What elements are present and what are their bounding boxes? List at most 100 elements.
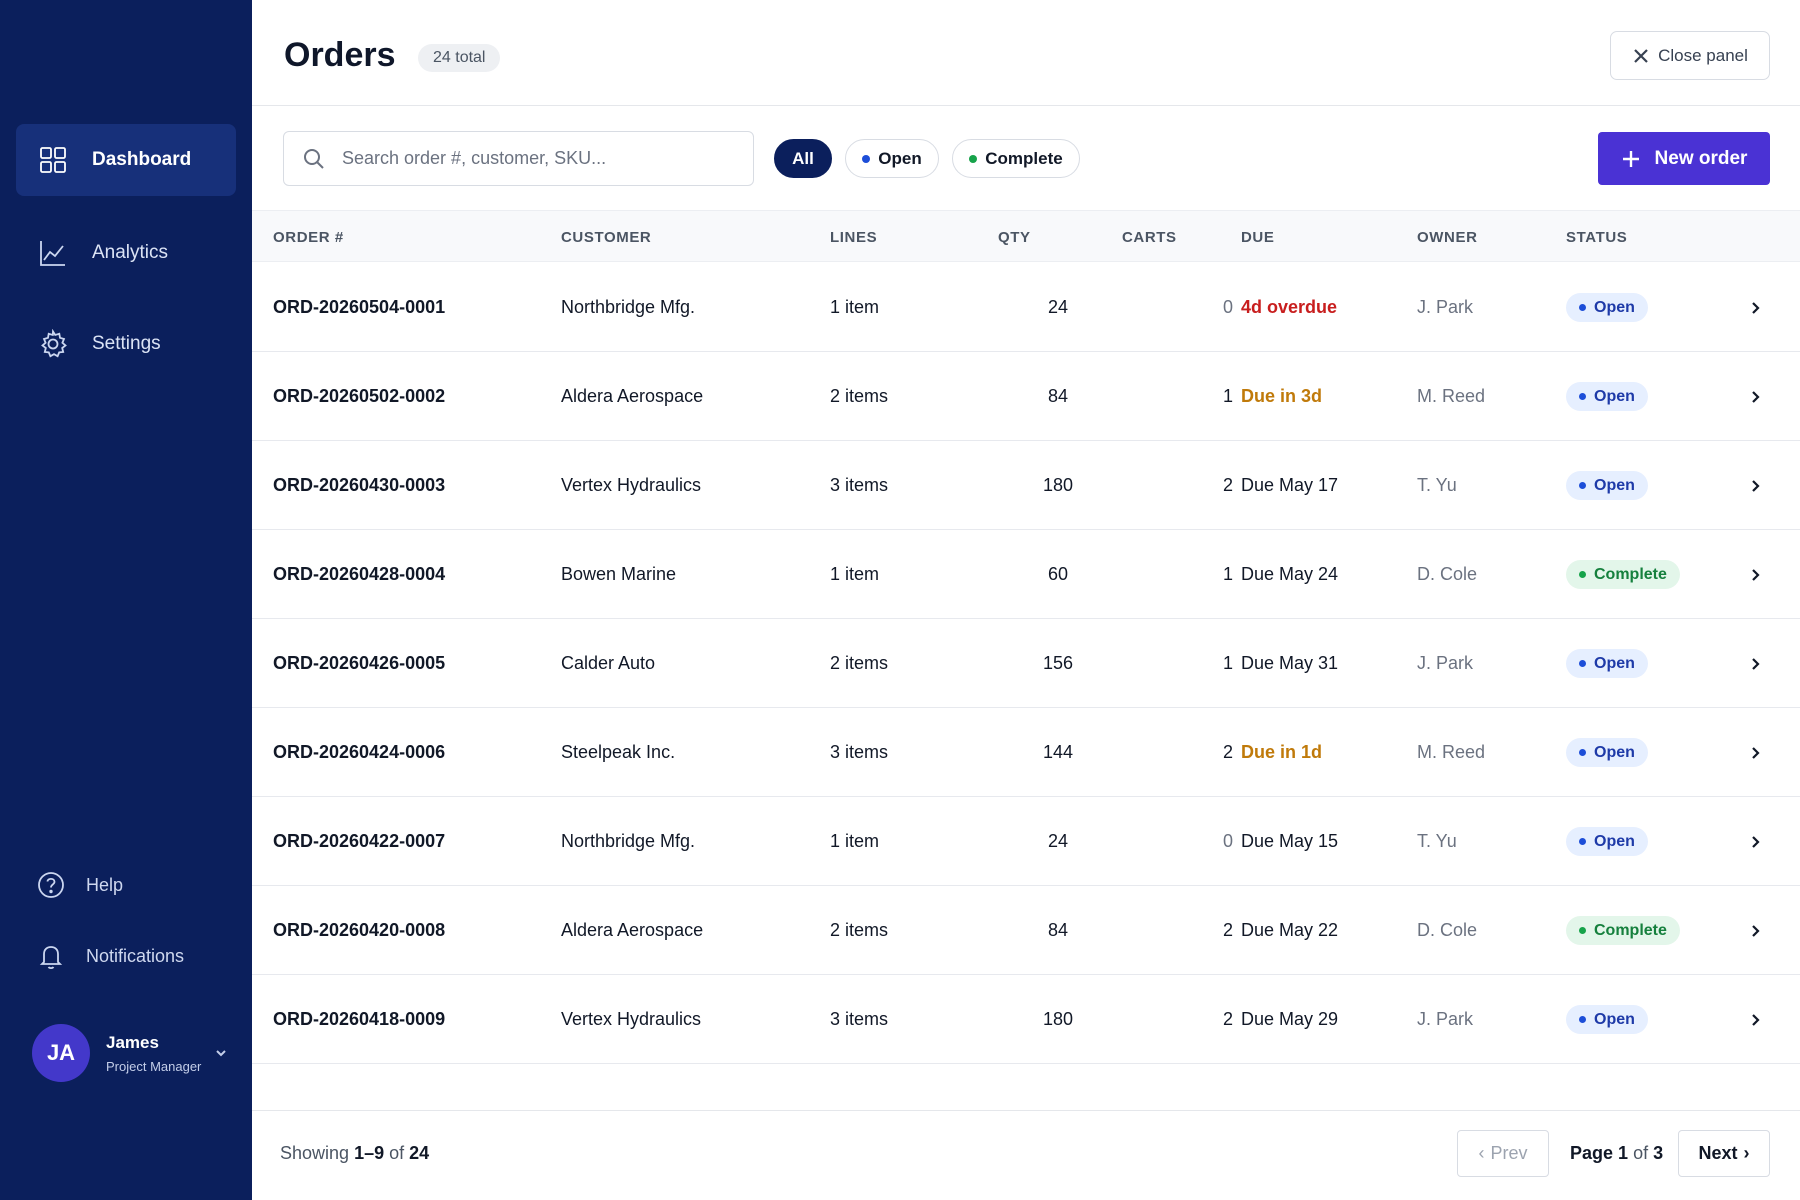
showing-prefix: Showing	[280, 1143, 350, 1163]
sidebar: Dashboard Analytics Settings Help Notifi…	[0, 0, 252, 1200]
order-number[interactable]: ORD-20260430-0003	[273, 475, 446, 495]
cart-count: 1	[1222, 386, 1233, 406]
chevron-right-icon[interactable]	[1746, 263, 1764, 352]
order-number[interactable]: ORD-20260426-0005	[273, 653, 446, 673]
owner-name: J. Park	[1417, 653, 1474, 673]
chevron-right-icon[interactable]	[1746, 352, 1764, 441]
due-date: Due May 24	[1241, 564, 1339, 584]
column-header-owner[interactable]: OWNER	[1417, 229, 1478, 246]
sidebar-item-analytics[interactable]: Analytics	[16, 217, 236, 289]
status-badge: Open	[1566, 649, 1648, 678]
status-label: Open	[1594, 654, 1635, 672]
status-dot	[1579, 838, 1586, 845]
chevron-right-icon[interactable]	[1746, 886, 1764, 975]
owner-name: J. Park	[1417, 297, 1474, 317]
due-date: Due May 22	[1241, 920, 1339, 940]
status-label: Complete	[1594, 565, 1667, 583]
table-row[interactable]: ORD-20260502-0002 Aldera Aerospace 2 items…	[252, 352, 1800, 441]
table-row[interactable]: ORD-20260426-0005 Calder Auto 2 items 156 1 D…	[252, 619, 1800, 708]
page-title: Orders	[284, 36, 396, 74]
order-number[interactable]: ORD-20260428-0004	[273, 564, 446, 584]
chevron-right-icon[interactable]	[1746, 619, 1764, 708]
order-number[interactable]: ORD-20260420-0008	[273, 920, 446, 940]
sidebar-item-help[interactable]: Help	[36, 870, 123, 900]
status-badge: Complete	[1566, 916, 1680, 945]
quantity: 180	[1042, 475, 1074, 495]
column-header-customer[interactable]: CUSTOMER	[561, 229, 652, 246]
column-header-carts[interactable]: CARTS	[1122, 229, 1177, 246]
chevron-right-icon[interactable]	[1746, 441, 1764, 530]
owner-name: D. Cole	[1417, 564, 1478, 584]
filter-complete-chip[interactable]: Complete	[952, 139, 1080, 178]
table-row[interactable]: ORD-20260428-0004 Bowen Marine 1 item 60 1 Du…	[252, 530, 1800, 619]
close-panel-button[interactable]: Close panel	[1610, 31, 1770, 80]
customer-name: Steelpeak Inc.	[561, 742, 676, 762]
status-dot-complete	[969, 154, 978, 163]
column-header-status[interactable]: STATUS	[1566, 229, 1628, 246]
chevron-right-icon[interactable]	[1746, 530, 1764, 619]
prev-page-button[interactable]: ‹ Prev	[1457, 1130, 1549, 1177]
search-input[interactable]	[342, 148, 722, 169]
column-header-lines[interactable]: LINES	[830, 229, 878, 246]
user-menu[interactable]: JA James Project Manager	[32, 1024, 228, 1082]
chevron-right-icon[interactable]	[1746, 708, 1764, 797]
filter-label: Complete	[985, 148, 1063, 168]
order-number[interactable]: ORD-20260502-0002	[273, 386, 446, 406]
filter-open-chip[interactable]: Open	[845, 139, 939, 178]
status-badge: Open	[1566, 1005, 1648, 1034]
table-row[interactable]: ORD-20260422-0007 Northbridge Mfg. 1 item 2…	[252, 797, 1800, 886]
page-word: Page	[1570, 1143, 1614, 1163]
status-cell: Open	[1566, 708, 1648, 797]
quantity: 144	[1042, 742, 1074, 762]
sidebar-item-label: Dashboard	[92, 149, 192, 170]
orders-table-body: ORD-20260504-0001 Northbridge Mfg. 1 item 2…	[252, 263, 1800, 1064]
order-number[interactable]: ORD-20260424-0006	[273, 742, 446, 762]
chevron-down-icon	[214, 1046, 228, 1060]
sidebar-item-notifications[interactable]: Notifications	[36, 941, 184, 971]
chevron-right-icon: ›	[1743, 1143, 1750, 1163]
chart-line-icon	[38, 238, 68, 268]
customer-name: Vertex Hydraulics	[561, 475, 702, 495]
sidebar-item-dashboard[interactable]: Dashboard	[16, 124, 236, 196]
cart-count: 1	[1222, 564, 1233, 584]
table-footer: Showing 1–9 of 24 ‹ Prev Page 1 of 3 Nex…	[252, 1110, 1800, 1200]
due-date: Due May 17	[1241, 475, 1339, 495]
table-row[interactable]: ORD-20260504-0001 Northbridge Mfg. 1 item 2…	[252, 263, 1800, 352]
owner-name: T. Yu	[1417, 831, 1457, 851]
sidebar-item-label: Settings	[92, 333, 161, 354]
chevron-right-icon[interactable]	[1746, 975, 1764, 1064]
grid-icon	[38, 145, 68, 175]
column-header-order[interactable]: ORDER #	[273, 229, 344, 246]
order-number[interactable]: ORD-20260418-0009	[273, 1009, 446, 1029]
next-label: Next	[1698, 1143, 1738, 1163]
filter-label: Open	[878, 148, 922, 168]
due-date: 4d overdue	[1241, 297, 1338, 317]
showing-summary: Showing 1–9 of 24	[280, 1143, 429, 1164]
line-count: 2 items	[830, 920, 889, 940]
table-row[interactable]: ORD-20260430-0003 Vertex Hydraulics 3 item…	[252, 441, 1800, 530]
owner-name: D. Cole	[1417, 920, 1478, 940]
status-dot	[1579, 660, 1586, 667]
bell-icon	[39, 946, 63, 970]
table-row[interactable]: ORD-20260420-0008 Aldera Aerospace 2 items…	[252, 886, 1800, 975]
chevron-right-icon[interactable]	[1746, 797, 1764, 886]
column-header-qty[interactable]: QTY	[998, 229, 1031, 246]
next-page-button[interactable]: Next ›	[1678, 1130, 1770, 1177]
filter-all-chip[interactable]: All	[774, 139, 832, 178]
status-badge: Open	[1566, 471, 1648, 500]
status-label: Complete	[1594, 921, 1667, 939]
showing-of: of	[389, 1143, 405, 1163]
customer-name: Northbridge Mfg.	[561, 831, 696, 851]
table-row[interactable]: ORD-20260418-0009 Vertex Hydraulics 3 item…	[252, 975, 1800, 1064]
order-number[interactable]: ORD-20260504-0001	[273, 297, 446, 317]
table-row[interactable]: ORD-20260424-0006 Steelpeak Inc. 3 items 14…	[252, 708, 1800, 797]
page-indicator: Page 1 of 3	[1570, 1143, 1663, 1164]
due-date: Due May 15	[1241, 831, 1339, 851]
sidebar-item-settings[interactable]: Settings	[16, 308, 236, 380]
order-number[interactable]: ORD-20260422-0007	[273, 831, 446, 851]
status-badge: Complete	[1566, 560, 1680, 589]
column-header-due[interactable]: DUE	[1241, 229, 1275, 246]
due-date: Due in 3d	[1241, 386, 1323, 406]
new-order-button[interactable]: New order	[1598, 132, 1770, 185]
page-current: 1	[1618, 1143, 1629, 1163]
